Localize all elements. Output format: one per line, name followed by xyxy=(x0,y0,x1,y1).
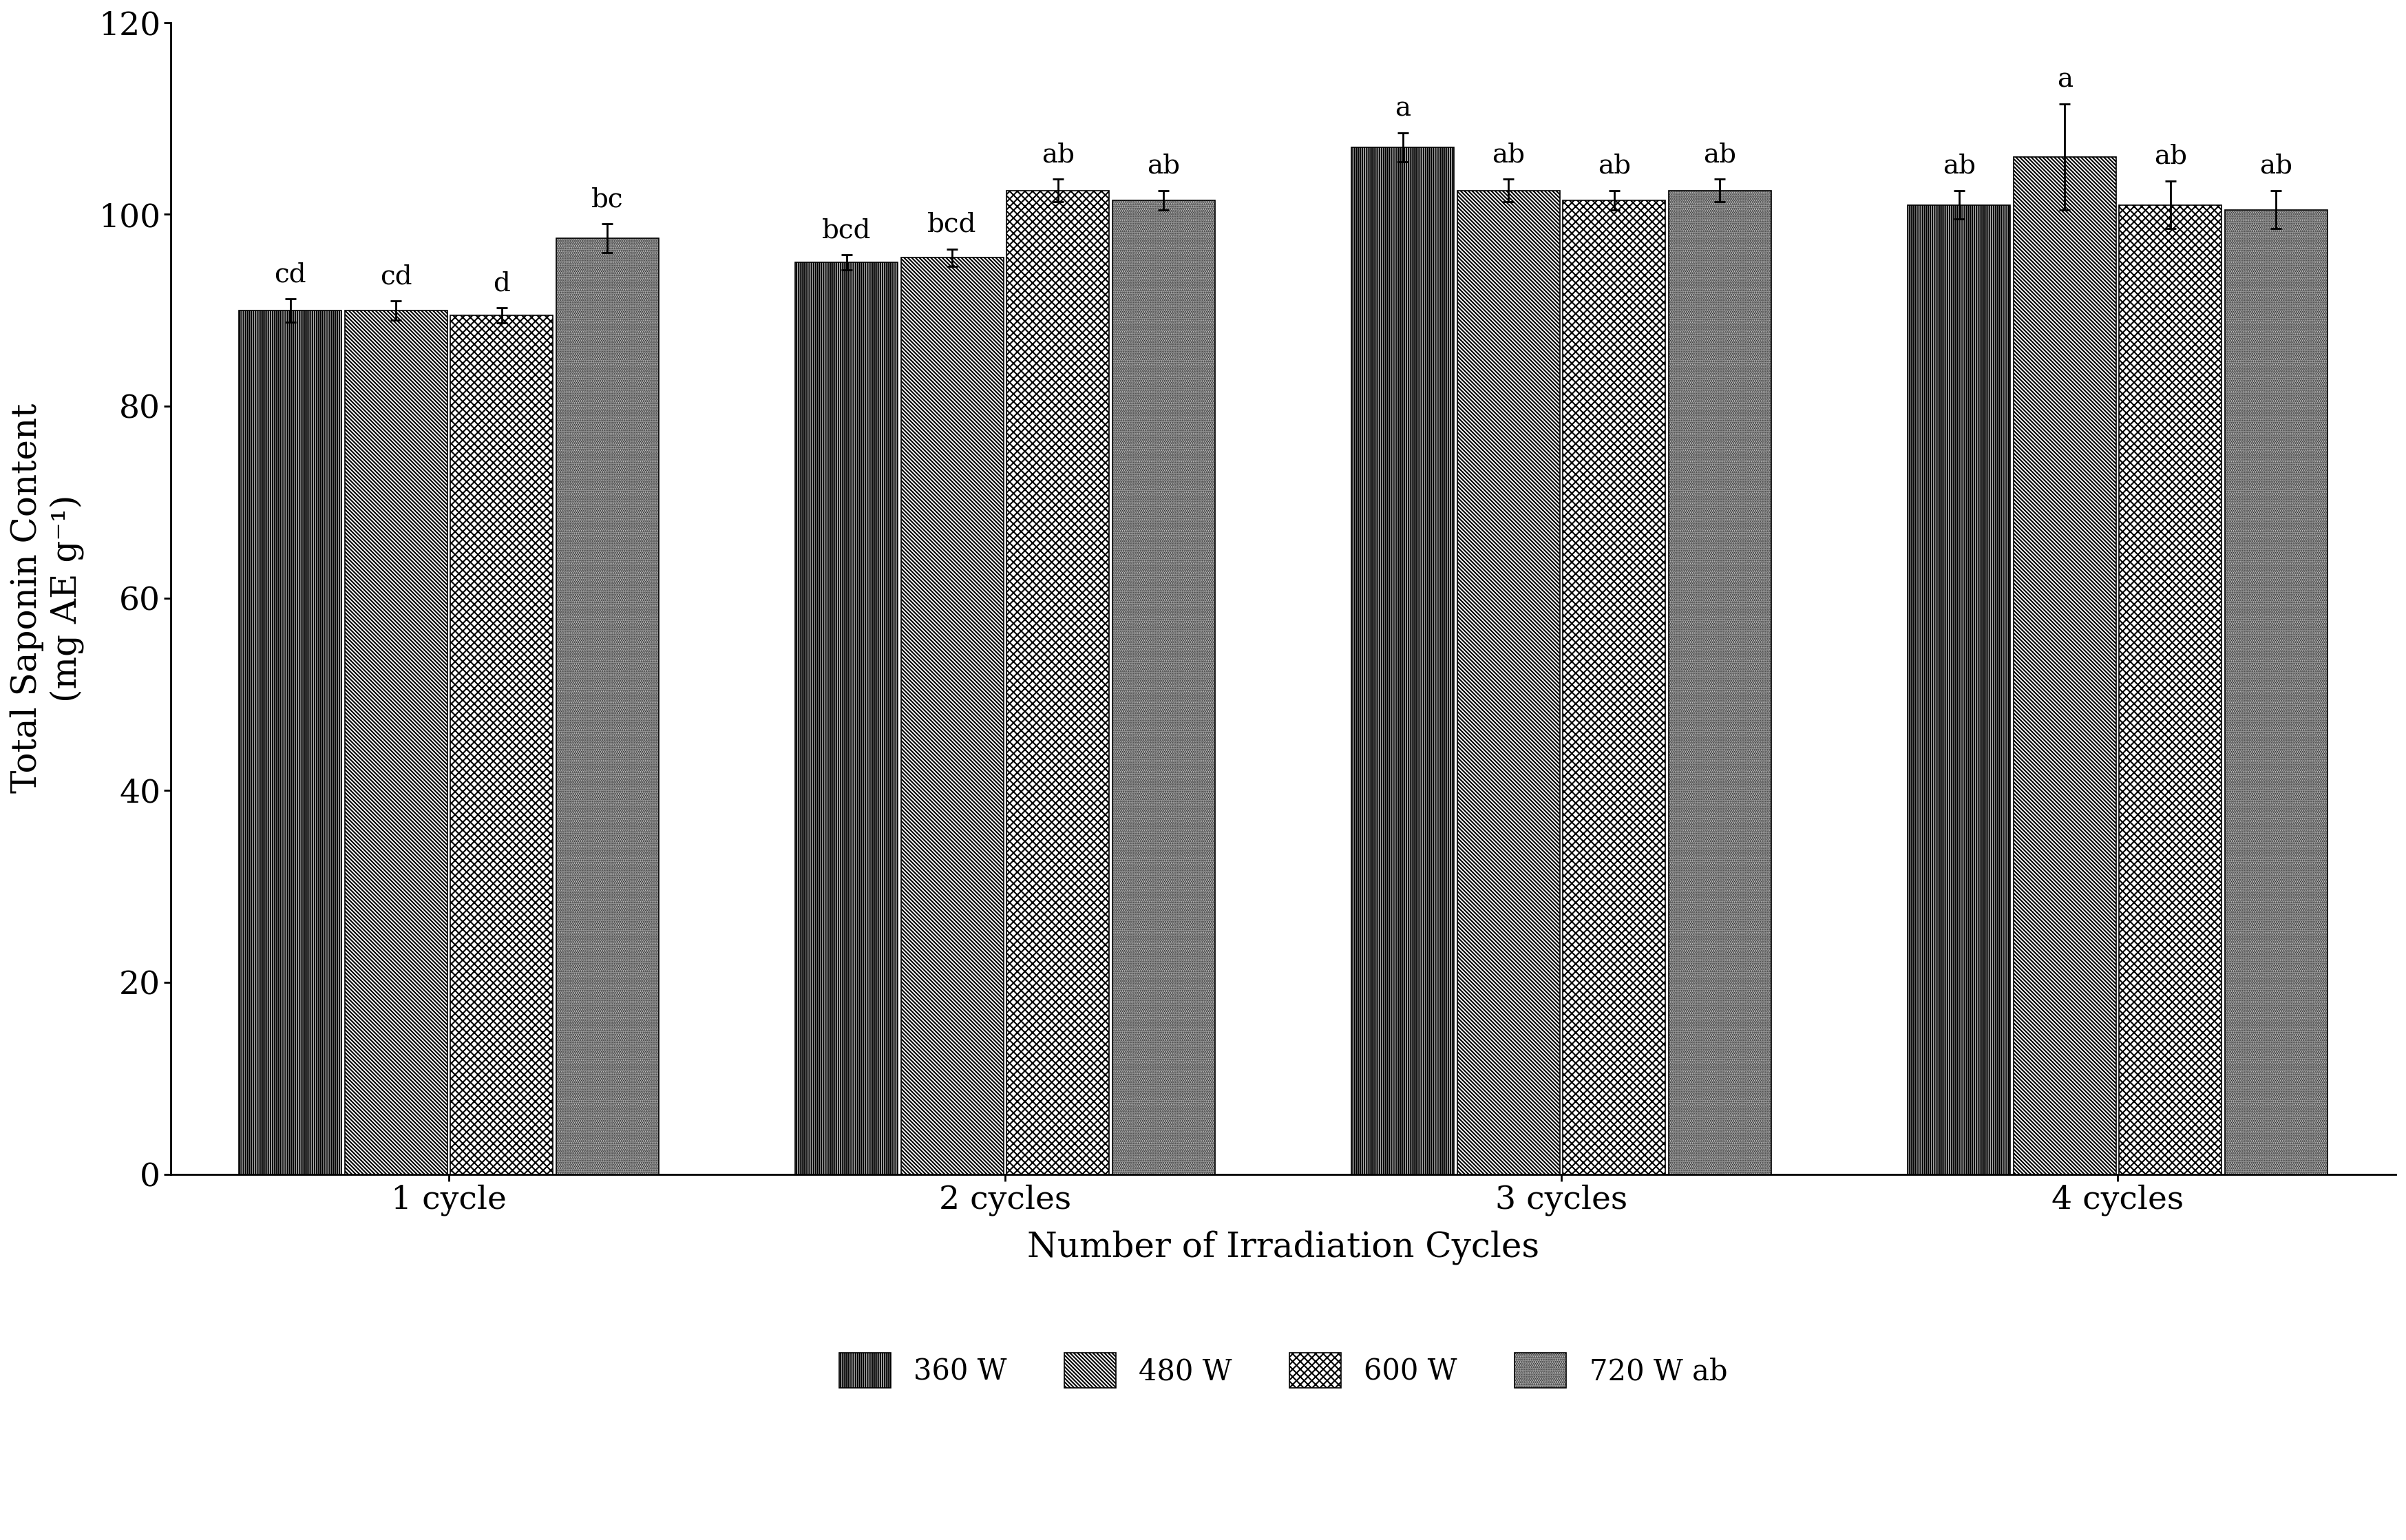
X-axis label: Number of Irradiation Cycles: Number of Irradiation Cycles xyxy=(1027,1230,1540,1264)
Bar xyxy=(556,239,659,1175)
Bar xyxy=(1006,191,1109,1175)
Text: ab: ab xyxy=(2259,154,2293,179)
Text: ab: ab xyxy=(1598,154,1631,179)
Bar xyxy=(900,257,1003,1175)
Bar xyxy=(1458,191,1559,1175)
Text: bc: bc xyxy=(592,186,623,213)
Text: ab: ab xyxy=(1703,142,1737,168)
Bar xyxy=(2226,209,2327,1175)
Text: cd: cd xyxy=(380,263,411,290)
Text: d: d xyxy=(493,271,510,296)
Bar xyxy=(2120,205,2221,1175)
Bar xyxy=(344,311,448,1175)
Text: ab: ab xyxy=(2153,143,2187,169)
Bar xyxy=(2014,157,2115,1175)
Text: ab: ab xyxy=(1942,154,1975,179)
Text: ab: ab xyxy=(1042,142,1075,168)
Bar xyxy=(1564,200,1665,1175)
Text: ab: ab xyxy=(1492,142,1525,168)
Text: a: a xyxy=(1395,95,1410,122)
Text: bcd: bcd xyxy=(823,217,871,243)
Bar xyxy=(796,262,897,1175)
Y-axis label: Total Saponin Content
(mg AE g⁻¹): Total Saponin Content (mg AE g⁻¹) xyxy=(10,403,84,793)
Bar xyxy=(1908,205,2011,1175)
Bar xyxy=(1112,200,1215,1175)
Text: cd: cd xyxy=(274,262,306,288)
Bar xyxy=(1667,191,1771,1175)
Bar xyxy=(450,316,553,1175)
Bar xyxy=(238,311,342,1175)
Text: ab: ab xyxy=(1148,154,1179,179)
Text: bcd: bcd xyxy=(929,213,977,237)
Text: a: a xyxy=(2057,68,2072,92)
Bar xyxy=(1352,148,1453,1175)
Legend: 360 W, 480 W, 600 W, 720 W ab: 360 W, 480 W, 600 W, 720 W ab xyxy=(825,1338,1742,1401)
